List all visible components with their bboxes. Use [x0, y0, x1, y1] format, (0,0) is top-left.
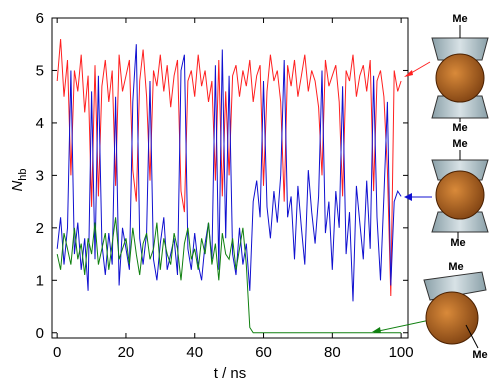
molecule [424, 272, 486, 348]
x-tick-label: 80 [324, 344, 341, 361]
annotation: Me [472, 349, 487, 361]
y-axis-label: Nhb [9, 168, 29, 191]
x-tick-label: 100 [389, 344, 414, 361]
annotation: Me [452, 122, 467, 134]
annotation: Me [452, 138, 467, 150]
x-tick-label: 0 [53, 344, 61, 361]
y-tick-label: 5 [36, 62, 44, 79]
y-label-sub: hb [17, 168, 29, 180]
molecule [432, 150, 488, 238]
molecule [432, 25, 488, 122]
annotation: Me [448, 261, 463, 273]
y-tick-label: 2 [36, 220, 44, 237]
annotation: Me [450, 237, 465, 249]
y-tick-label: 6 [36, 10, 44, 27]
y-tick-label: 3 [36, 167, 44, 184]
y-tick-label: 0 [36, 325, 44, 342]
y-label-main: N [9, 181, 26, 192]
chart: t / ns Nhb 0123456020406080100MeMeMeMeMe… [0, 0, 493, 388]
arrows [372, 62, 432, 333]
y-tick-label: 1 [36, 272, 44, 289]
x-tick-label: 20 [118, 344, 135, 361]
plot-area [57, 39, 401, 333]
x-axis-label: t / ns [214, 365, 247, 382]
x-tick-label: 40 [186, 344, 203, 361]
y-tick-label: 4 [36, 115, 44, 132]
annotation: Me [452, 13, 467, 25]
arrow [374, 320, 430, 332]
arrowhead [372, 327, 381, 333]
x-tick-label: 60 [255, 344, 272, 361]
